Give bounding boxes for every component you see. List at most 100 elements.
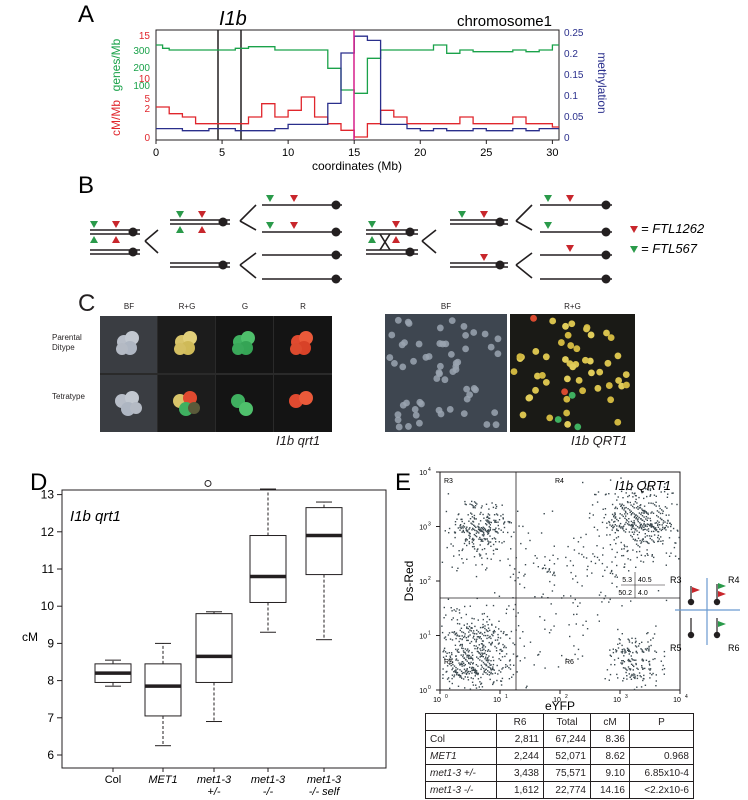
- event-dot: [628, 650, 631, 652]
- tetrad-rg-tetratype: [158, 375, 215, 432]
- table-header: R6: [496, 713, 544, 731]
- pollen-grain-bf: [481, 330, 489, 338]
- event-dot: [466, 654, 468, 657]
- scatter-axis-ticks: 10 0 10 1 10 2 10 3 10 410 010 110 210 310 4: [419, 467, 688, 704]
- event-dot: [473, 501, 476, 503]
- event-dot: [472, 527, 474, 530]
- event-dot: [491, 668, 494, 671]
- event-dot: [445, 638, 447, 641]
- event-dot: [617, 628, 619, 631]
- event-dot: [588, 517, 591, 519]
- event-dot: [627, 666, 630, 668]
- y-tick-label: 8: [47, 674, 54, 688]
- caption-i1b-qrt1-right: I1b QRT1: [571, 433, 628, 448]
- event-dot: [609, 479, 612, 481]
- event-dot: [628, 521, 630, 523]
- event-dot: [668, 537, 671, 539]
- event-dot: [655, 529, 658, 531]
- centromere-dots-left: [128, 200, 341, 284]
- event-dot: [635, 507, 638, 509]
- event-dot: [477, 531, 479, 533]
- event-dot: [630, 510, 632, 512]
- event-dot: [480, 540, 482, 542]
- event-dot: [459, 529, 461, 531]
- event-dot: [460, 654, 462, 656]
- event-dot: [633, 527, 635, 529]
- event-dot: [503, 526, 506, 529]
- legend-ftl1262: = FTL1262: [641, 221, 705, 236]
- event-dot: [663, 486, 666, 488]
- event-dot: [477, 673, 479, 676]
- event-dot: [544, 628, 546, 630]
- event-dot: [645, 516, 648, 518]
- event-dot: [630, 520, 633, 523]
- event-dot: [644, 524, 647, 526]
- event-dot: [464, 635, 466, 637]
- event-dot: [639, 524, 642, 526]
- event-dot: [601, 601, 603, 603]
- event-dot: [442, 668, 444, 670]
- event-dot: [629, 669, 631, 671]
- event-dot: [483, 652, 485, 655]
- event-dot: [641, 515, 644, 517]
- event-dot: [650, 530, 653, 533]
- event-dot: [502, 643, 504, 646]
- event-dot: [551, 590, 554, 592]
- table-row: MET1 2,244 52,071 8.62 0.968: [425, 747, 694, 765]
- event-dot: [486, 673, 489, 675]
- event-dot: [474, 534, 477, 537]
- event-dot: [482, 646, 484, 648]
- event-dot: [641, 541, 643, 543]
- event-dot: [501, 504, 503, 506]
- event-dot: [459, 524, 462, 526]
- event-dot: [639, 525, 641, 527]
- event-dot: [632, 524, 634, 526]
- event-dot: [577, 648, 580, 651]
- x-tick-label: 10: [493, 697, 501, 704]
- event-dot: [448, 658, 451, 660]
- event-dot: [459, 669, 461, 671]
- event-dot: [472, 632, 474, 634]
- event-dot: [477, 665, 479, 667]
- event-dot: [478, 538, 480, 540]
- event-dot: [657, 540, 660, 542]
- event-dot: [661, 524, 663, 526]
- event-dot: [479, 513, 481, 515]
- event-dot: [495, 527, 497, 529]
- event-dot: [549, 580, 551, 583]
- event-dot: [641, 650, 644, 653]
- event-dot: [487, 542, 490, 545]
- event-dot: [643, 540, 645, 543]
- event-dot: [632, 674, 634, 677]
- event-dot: [650, 639, 652, 641]
- event-dot: [473, 618, 475, 620]
- event-dot: [479, 555, 481, 557]
- pollen-grain-bf: [494, 335, 502, 343]
- event-dot: [550, 603, 552, 605]
- event-dot: [635, 662, 637, 665]
- category-label: +/-: [207, 786, 220, 798]
- event-dot: [464, 653, 467, 655]
- event-dot: [459, 525, 461, 527]
- event-dot: [463, 624, 465, 626]
- table-cell: 3,438: [496, 764, 544, 782]
- event-dot: [616, 529, 618, 532]
- event-dot: [462, 678, 465, 680]
- event-dot: [623, 504, 625, 507]
- event-dot: [624, 531, 627, 533]
- event-dot: [489, 629, 491, 632]
- y-tick-label: 10: [419, 688, 427, 695]
- event-dot: [441, 561, 444, 563]
- event-dot: [644, 533, 646, 535]
- pollen-grain-rg: [563, 395, 571, 403]
- event-dot: [481, 686, 484, 688]
- event-dot: [642, 561, 645, 563]
- event-dot: [488, 541, 490, 543]
- event-dot: [624, 510, 627, 512]
- boxplot-categories: Col MET1 met1-3+/-met1-3-/-met1-3-/- self: [105, 768, 342, 798]
- event-dot: [525, 687, 527, 689]
- event-dot: [611, 529, 613, 531]
- event-dot: [628, 659, 631, 662]
- pollen-grain-rg: [562, 356, 569, 363]
- event-dot: [622, 497, 624, 499]
